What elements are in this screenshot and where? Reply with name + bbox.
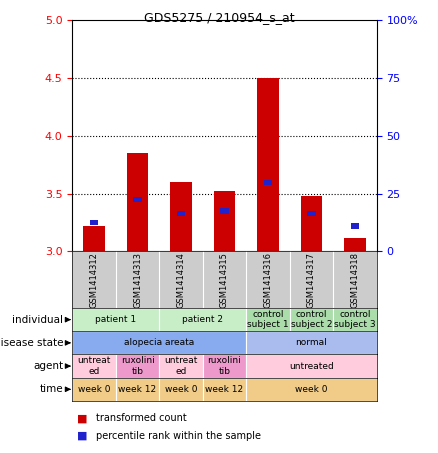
Bar <box>246 354 377 378</box>
Text: week 0: week 0 <box>78 385 110 394</box>
Bar <box>290 308 333 331</box>
Text: transformed count: transformed count <box>96 413 187 424</box>
Text: ruxolini
tib: ruxolini tib <box>120 357 154 376</box>
Text: GSM1414318: GSM1414318 <box>350 252 360 308</box>
Bar <box>203 354 246 378</box>
Text: week 12: week 12 <box>205 385 244 394</box>
Bar <box>159 354 203 378</box>
Bar <box>246 308 290 331</box>
Bar <box>214 191 235 251</box>
Bar <box>203 378 246 401</box>
Text: time: time <box>39 384 63 394</box>
Bar <box>72 378 116 401</box>
Bar <box>220 208 229 213</box>
Bar <box>170 182 192 251</box>
Text: percentile rank within the sample: percentile rank within the sample <box>96 430 261 441</box>
Text: disease state: disease state <box>0 338 63 348</box>
Text: patient 2: patient 2 <box>182 315 223 324</box>
Text: agent: agent <box>33 361 63 371</box>
Text: ■: ■ <box>77 413 87 424</box>
Bar <box>72 308 159 331</box>
Bar <box>257 78 279 251</box>
Text: ■: ■ <box>77 430 87 441</box>
Text: untreated: untreated <box>289 361 334 371</box>
Bar <box>300 196 322 251</box>
Text: week 12: week 12 <box>118 385 156 394</box>
Text: patient 1: patient 1 <box>95 315 136 324</box>
Bar <box>159 308 246 331</box>
Text: GDS5275 / 210954_s_at: GDS5275 / 210954_s_at <box>144 11 294 24</box>
Text: GSM1414312: GSM1414312 <box>89 252 99 308</box>
Bar <box>177 211 185 216</box>
Text: GSM1414317: GSM1414317 <box>307 252 316 308</box>
Bar <box>127 153 148 251</box>
Text: week 0: week 0 <box>165 385 197 394</box>
Text: GSM1414315: GSM1414315 <box>220 252 229 308</box>
Bar <box>246 378 377 401</box>
Text: alopecia areata: alopecia areata <box>124 338 194 347</box>
Bar <box>72 354 116 378</box>
Text: GSM1414316: GSM1414316 <box>264 252 272 308</box>
Bar <box>333 308 377 331</box>
Bar <box>133 197 141 202</box>
Text: untreat
ed: untreat ed <box>164 357 198 376</box>
Bar <box>264 179 272 185</box>
Bar <box>90 220 98 225</box>
Text: control
subject 1: control subject 1 <box>247 310 289 329</box>
Bar <box>344 237 366 251</box>
Text: week 0: week 0 <box>295 385 328 394</box>
Bar <box>159 378 203 401</box>
Bar <box>351 223 359 229</box>
Text: GSM1414314: GSM1414314 <box>177 252 185 308</box>
Text: individual: individual <box>12 315 63 325</box>
Text: control
subject 2: control subject 2 <box>291 310 332 329</box>
Text: normal: normal <box>296 338 327 347</box>
Text: ruxolini
tib: ruxolini tib <box>208 357 241 376</box>
Text: untreat
ed: untreat ed <box>78 357 111 376</box>
Bar <box>246 331 377 354</box>
Bar <box>116 354 159 378</box>
Text: control
subject 3: control subject 3 <box>334 310 376 329</box>
Text: GSM1414313: GSM1414313 <box>133 252 142 308</box>
Bar <box>307 211 316 216</box>
Bar <box>72 331 246 354</box>
Bar <box>116 378 159 401</box>
Bar <box>83 226 105 251</box>
